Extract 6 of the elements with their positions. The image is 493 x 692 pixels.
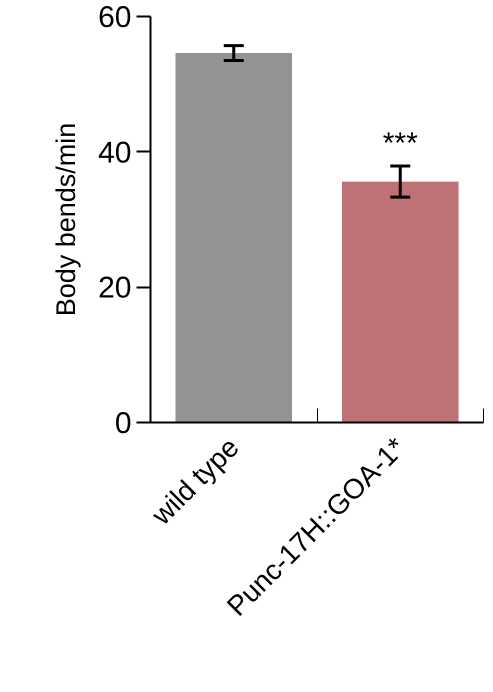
annotation: ***	[382, 127, 418, 160]
y-tick-label: 20	[98, 272, 132, 305]
y-tick-label: 60	[98, 1, 132, 34]
y-tick-label: 40	[98, 136, 132, 170]
y-tick-label: 0	[114, 407, 132, 440]
y-axis-title: Body bends/min	[51, 122, 82, 316]
